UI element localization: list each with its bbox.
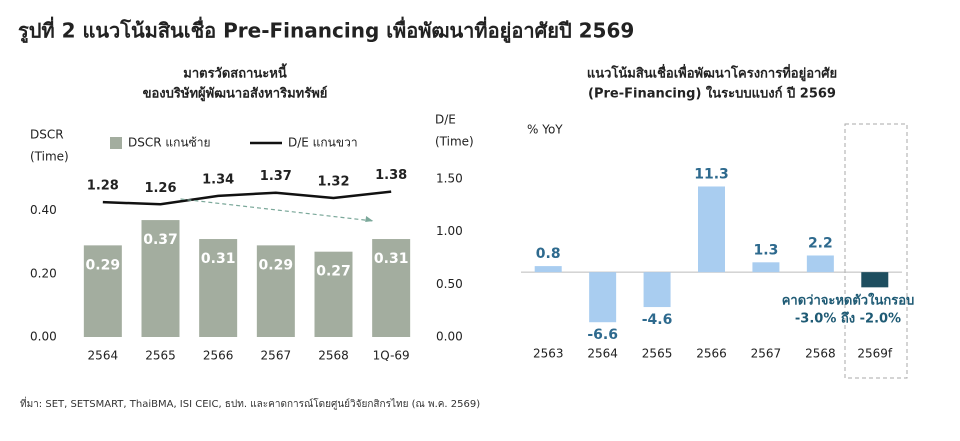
x-tick-label: 2568 [318,349,349,363]
chart-title: ของบริษัทผู้พัฒนาอสังหาริมทรัพย์ [143,86,328,102]
line-value-label: 1.34 [202,172,234,187]
bar-value-label: 2.2 [808,235,833,251]
x-tick-label: 2569f [857,347,893,361]
x-tick-label: 1Q-69 [373,349,410,363]
line-value-label: 1.28 [87,179,119,194]
trend-arrowhead [365,216,374,222]
bar-value-label: 0.31 [374,251,409,267]
y2-tick-label: 1.50 [436,172,463,186]
y-axis-label: DSCR [30,128,64,142]
bar [589,272,617,323]
y2-tick-label: 1.00 [436,224,463,238]
bar-value-label: 0.31 [201,251,236,267]
bar [643,272,671,308]
forecast-box [844,123,908,379]
x-tick-label: 2567 [751,347,782,361]
legend-swatch [110,137,122,149]
y2-axis-label: (Time) [435,135,474,149]
y-tick-label: 0.00 [30,330,57,344]
legend-label: D/E แกนขวา [288,136,358,150]
y-tick-label: 0.20 [30,266,57,280]
x-tick-label: 2566 [696,347,727,361]
bar-value-label: -4.6 [642,312,673,328]
bar-value-label: 0.29 [259,257,294,273]
x-tick-label: 2564 [88,349,119,363]
bar-value-label: 0.27 [316,264,351,280]
x-tick-label: 2563 [533,347,564,361]
x-tick-label: 2568 [805,347,836,361]
bar [372,239,411,337]
figure-title: รูปที่ 2 แนวโน้มสินเชื่อ Pre-Financing เ… [18,16,634,45]
chart-title: แนวโน้มสินเชื่อเพื่อพัฒนาโครงการที่อยู่อ… [587,64,837,82]
chart-title: มาตรวัดสถานะหนี้ [183,63,287,82]
x-tick-label: 2565 [642,347,673,361]
bar [314,251,353,337]
y-axis-label: (Time) [30,150,69,164]
bar-value-label: -6.6 [587,327,618,343]
bar [256,245,295,337]
line-value-label: 1.38 [375,168,407,183]
bar [199,239,238,337]
bar [698,186,725,273]
source-note: ที่มา: SET, SETSMART, ThaiBMA, ISI CEIC,… [20,396,480,410]
bar [806,255,834,273]
bar [141,220,180,337]
annotation: -3.0% ถึง -2.0% [795,311,901,327]
bar-value-label: 0.37 [143,232,178,248]
y2-tick-label: 0.50 [436,277,463,291]
annotation: คาดว่าจะหดตัวในกรอบ [782,292,915,309]
bar-value-label: 11.3 [694,166,729,182]
bar-value-label: 1.3 [754,242,779,258]
bar [534,266,562,273]
bar [83,245,122,337]
bar [861,272,889,288]
x-tick-label: 2564 [587,347,618,361]
x-tick-label: 2565 [145,349,176,363]
line-value-label: 1.37 [260,169,292,184]
y2-axis-label: D/E [435,113,456,127]
trend-arrow [180,198,374,222]
line [102,190,392,206]
y-axis-label: % YoY [527,123,563,137]
line-value-label: 1.26 [144,181,176,196]
bar-value-label: 0.29 [86,257,121,273]
chart-title: (Pre-Financing) ในระบบแบงก์ ปี 2569 [588,85,836,102]
bar-value-label: 0.8 [536,246,561,262]
x-tick-label: 2566 [203,349,234,363]
legend-label: DSCR แกนซ้าย [128,136,211,150]
y-tick-label: 0.40 [30,203,57,217]
x-tick-label: 2567 [261,349,292,363]
y2-tick-label: 0.00 [436,330,463,344]
bar [752,262,780,273]
line-value-label: 1.32 [317,174,349,189]
